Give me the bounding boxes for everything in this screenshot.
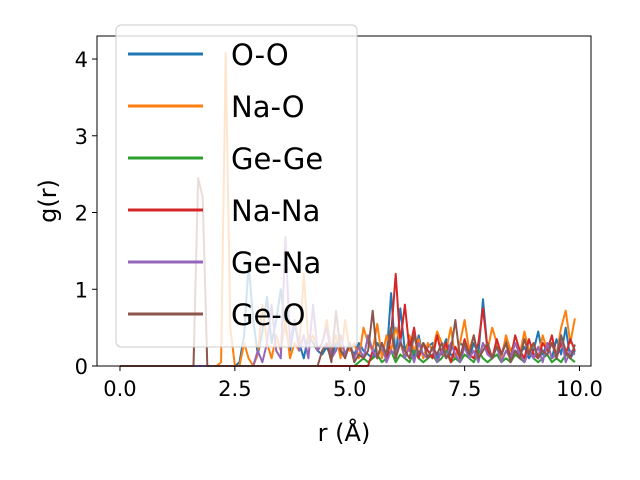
x-tick-label: 0.0 — [103, 377, 136, 401]
legend-label: O-O — [231, 38, 289, 72]
y-tick-label: 1 — [75, 278, 88, 302]
legend-label: Na-Na — [231, 194, 320, 228]
y-tick-label: 0 — [75, 355, 88, 379]
y-axis-label: g(r) — [34, 179, 62, 223]
x-axis: 0.0 2.5 5.0 7.5 10.0 — [103, 366, 603, 401]
legend-label: Ge-Na — [231, 246, 321, 280]
legend-label: Ge-O — [231, 298, 305, 332]
y-tick-label: 2 — [75, 202, 88, 226]
legend: O-O Na-O Ge-Ge Na-Na Ge-Na Ge-O — [115, 24, 358, 348]
x-axis-label: r (Å) — [318, 418, 371, 447]
x-tick-label: 5.0 — [333, 377, 366, 401]
legend-label: Ge-Ge — [231, 142, 323, 176]
x-tick-label: 7.5 — [448, 377, 481, 401]
legend-label: Na-O — [231, 90, 305, 124]
x-tick-label: 2.5 — [218, 377, 251, 401]
y-axis: 0 1 2 3 4 — [75, 48, 97, 379]
x-tick-label: 10.0 — [556, 377, 603, 401]
y-tick-label: 4 — [75, 48, 88, 72]
y-tick-label: 3 — [75, 125, 88, 149]
